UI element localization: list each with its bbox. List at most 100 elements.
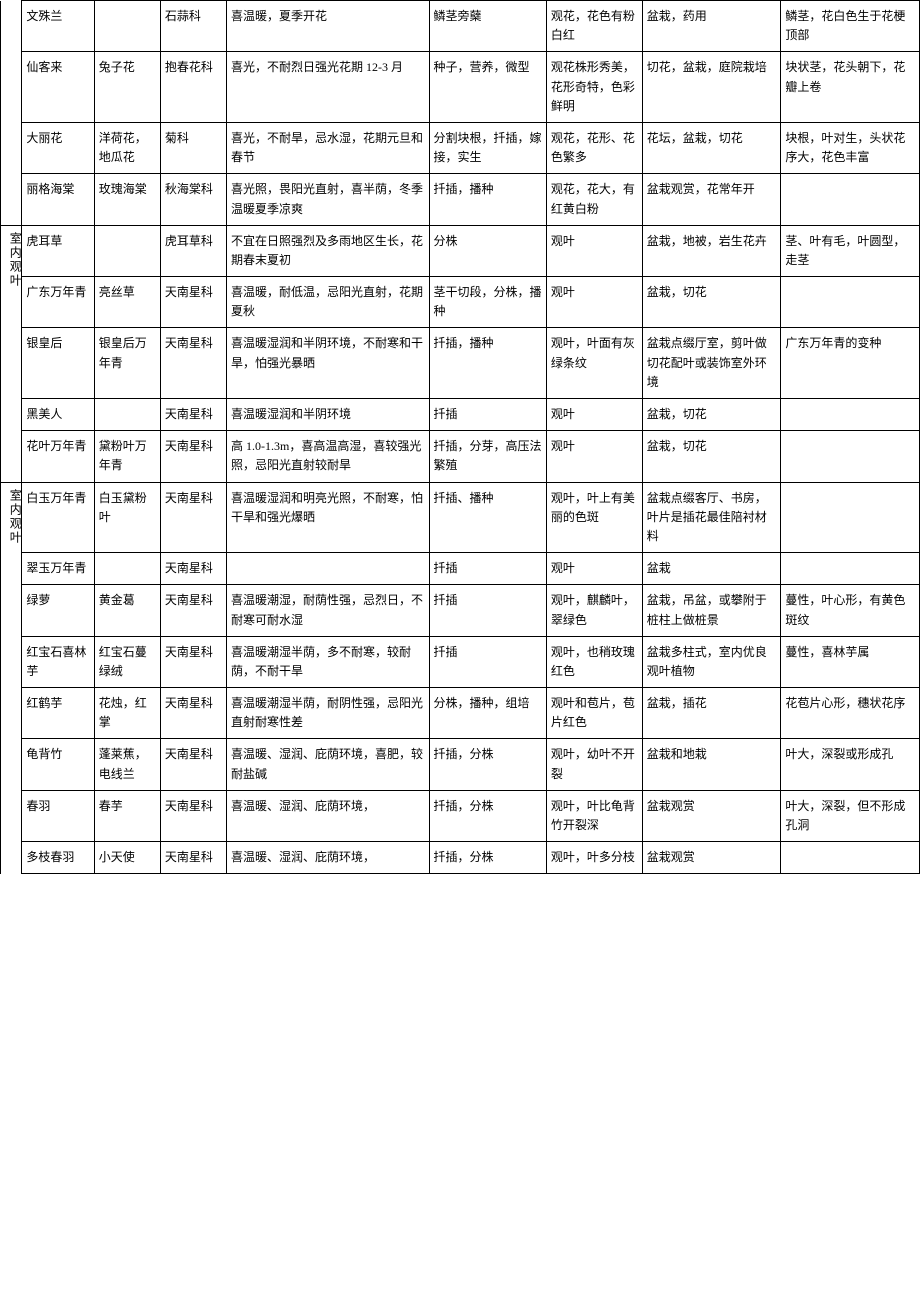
family-cell: 抱春花科 [160, 52, 226, 123]
category-cell [1, 1, 22, 226]
name-cell: 文殊兰 [22, 1, 94, 52]
family-cell: 天南星科 [160, 553, 226, 585]
use-cell: 盆栽，切花 [642, 399, 781, 431]
propagate-cell: 扦插，分芽，高压法繁殖 [429, 431, 546, 482]
note-cell [781, 842, 920, 874]
family-cell: 石蒜科 [160, 1, 226, 52]
family-cell: 天南星科 [160, 688, 226, 739]
name-cell: 仙客来 [22, 52, 94, 123]
alias-cell: 黄金葛 [94, 585, 160, 636]
propagate-cell: 扦插，分株 [429, 842, 546, 874]
propagate-cell: 扦插 [429, 399, 546, 431]
category-cell: 室内观叶 [1, 482, 22, 874]
note-cell [781, 553, 920, 585]
name-cell: 春羽 [22, 790, 94, 841]
habit-cell: 喜光照，畏阳光直射，喜半荫，冬季温暖夏季凉爽 [226, 174, 429, 225]
propagate-cell: 分割块根，扦插，嫁接，实生 [429, 122, 546, 173]
alias-cell: 亮丝草 [94, 277, 160, 328]
alias-cell: 玫瑰海棠 [94, 174, 160, 225]
name-cell: 龟背竹 [22, 739, 94, 790]
feature-cell: 观叶和苞片，苞片红色 [546, 688, 642, 739]
note-cell: 叶大，深裂或形成孔 [781, 739, 920, 790]
note-cell: 块根，叶对生，头状花序大，花色丰富 [781, 122, 920, 173]
habit-cell: 喜温暖潮湿半荫，耐阴性强，忌阳光直射耐寒性差 [226, 688, 429, 739]
table-row: 仙客来 兔子花 抱春花科 喜光，不耐烈日强光花期 12-3 月 种子，营养，微型… [1, 52, 920, 123]
use-cell: 盆栽，切花 [642, 277, 781, 328]
category-label: 室内观叶 [5, 232, 24, 288]
alias-cell: 花烛，红掌 [94, 688, 160, 739]
family-cell: 天南星科 [160, 636, 226, 687]
name-cell: 大丽花 [22, 122, 94, 173]
family-cell: 菊科 [160, 122, 226, 173]
table-row: 红鹤芋 花烛，红掌 天南星科 喜温暖潮湿半荫，耐阴性强，忌阳光直射耐寒性差 分株… [1, 688, 920, 739]
family-cell: 天南星科 [160, 585, 226, 636]
habit-cell: 喜温暖、湿润、庇荫环境， [226, 790, 429, 841]
feature-cell: 观花，花大，有红黄白粉 [546, 174, 642, 225]
feature-cell: 观花，花色有粉白红 [546, 1, 642, 52]
name-cell: 银皇后 [22, 328, 94, 399]
plant-table: 文殊兰 石蒜科 喜温暖，夏季开花 鳞茎旁蘖 观花，花色有粉白红 盆栽，药用 鳞茎… [0, 0, 920, 874]
habit-cell: 喜温暖湿润和明亮光照，不耐寒，怕干旱和强光爆晒 [226, 482, 429, 553]
table-row: 花叶万年青 黛粉叶万年青 天南星科 高 1.0-1.3m，喜高温高湿，喜较强光照… [1, 431, 920, 482]
feature-cell: 观叶，叶面有灰绿条纹 [546, 328, 642, 399]
note-cell: 块状茎，花头朝下，花瓣上卷 [781, 52, 920, 123]
note-cell: 叶大，深裂，但不形成孔洞 [781, 790, 920, 841]
family-cell: 虎耳草科 [160, 225, 226, 276]
use-cell: 盆栽观赏 [642, 842, 781, 874]
table-row: 室内观叶 白玉万年青 白玉黛粉叶 天南星科 喜温暖湿润和明亮光照，不耐寒，怕干旱… [1, 482, 920, 553]
family-cell: 秋海棠科 [160, 174, 226, 225]
propagate-cell: 扦插 [429, 636, 546, 687]
alias-cell: 春芋 [94, 790, 160, 841]
feature-cell: 观叶，叶多分枝 [546, 842, 642, 874]
use-cell: 盆栽，地被，岩生花卉 [642, 225, 781, 276]
family-cell: 天南星科 [160, 399, 226, 431]
feature-cell: 观叶，叶上有美丽的色斑 [546, 482, 642, 553]
propagate-cell: 扦插、播种 [429, 482, 546, 553]
propagate-cell: 分株，播种，组培 [429, 688, 546, 739]
use-cell: 盆栽，药用 [642, 1, 781, 52]
note-cell [781, 399, 920, 431]
feature-cell: 观叶 [546, 399, 642, 431]
table-row: 文殊兰 石蒜科 喜温暖，夏季开花 鳞茎旁蘖 观花，花色有粉白红 盆栽，药用 鳞茎… [1, 1, 920, 52]
alias-cell [94, 1, 160, 52]
name-cell: 红鹤芋 [22, 688, 94, 739]
habit-cell: 高 1.0-1.3m，喜高温高湿，喜较强光照，忌阳光直射较耐旱 [226, 431, 429, 482]
feature-cell: 观叶，幼叶不开裂 [546, 739, 642, 790]
family-cell: 天南星科 [160, 790, 226, 841]
use-cell: 盆栽观赏 [642, 790, 781, 841]
feature-cell: 观叶，麒麟叶，翠绿色 [546, 585, 642, 636]
name-cell: 绿萝 [22, 585, 94, 636]
feature-cell: 观花，花形、花色繁多 [546, 122, 642, 173]
use-cell: 花坛，盆栽，切花 [642, 122, 781, 173]
alias-cell: 洋荷花，地瓜花 [94, 122, 160, 173]
family-cell: 天南星科 [160, 739, 226, 790]
habit-cell [226, 553, 429, 585]
name-cell: 红宝石喜林芋 [22, 636, 94, 687]
table-row: 多枝春羽 小天使 天南星科 喜温暖、湿润、庇荫环境， 扦插，分株 观叶，叶多分枝… [1, 842, 920, 874]
alias-cell: 银皇后万年青 [94, 328, 160, 399]
habit-cell: 喜温暖、湿润、庇荫环境， [226, 842, 429, 874]
habit-cell: 喜温暖，夏季开花 [226, 1, 429, 52]
table-row: 丽格海棠 玫瑰海棠 秋海棠科 喜光照，畏阳光直射，喜半荫，冬季温暖夏季凉爽 扦插… [1, 174, 920, 225]
alias-cell [94, 399, 160, 431]
habit-cell: 喜温暖湿润和半阴环境 [226, 399, 429, 431]
name-cell: 广东万年青 [22, 277, 94, 328]
note-cell [781, 431, 920, 482]
use-cell: 切花，盆栽，庭院栽培 [642, 52, 781, 123]
propagate-cell: 扦插 [429, 553, 546, 585]
alias-cell: 红宝石蔓绿绒 [94, 636, 160, 687]
use-cell: 盆栽，切花 [642, 431, 781, 482]
habit-cell: 喜温暖、湿润、庇荫环境，喜肥，较耐盐碱 [226, 739, 429, 790]
name-cell: 丽格海棠 [22, 174, 94, 225]
propagate-cell: 扦插，播种 [429, 328, 546, 399]
alias-cell: 小天使 [94, 842, 160, 874]
table-row: 红宝石喜林芋 红宝石蔓绿绒 天南星科 喜温暖潮湿半荫，多不耐寒，较耐荫，不耐干旱… [1, 636, 920, 687]
use-cell: 盆栽点缀厅室，剪叶做切花配叶或装饰室外环境 [642, 328, 781, 399]
name-cell: 虎耳草 [22, 225, 94, 276]
use-cell: 盆栽多柱式，室内优良观叶植物 [642, 636, 781, 687]
name-cell: 黑美人 [22, 399, 94, 431]
note-cell: 广东万年青的变种 [781, 328, 920, 399]
alias-cell [94, 553, 160, 585]
table-row: 春羽 春芋 天南星科 喜温暖、湿润、庇荫环境， 扦插，分株 观叶，叶比龟背竹开裂… [1, 790, 920, 841]
propagate-cell: 分株 [429, 225, 546, 276]
